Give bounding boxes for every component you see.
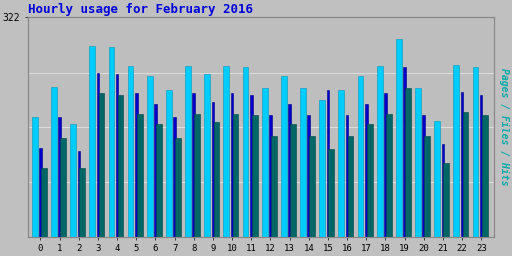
Bar [60, 138, 66, 237]
Bar [232, 114, 239, 237]
Bar [252, 115, 258, 237]
Bar [329, 149, 334, 237]
Bar [415, 88, 421, 237]
Bar [231, 93, 233, 237]
Bar [309, 136, 315, 237]
Bar [434, 121, 440, 237]
Bar [58, 117, 61, 237]
Bar [204, 74, 210, 237]
Bar [327, 131, 329, 237]
Bar [443, 163, 449, 237]
Bar [193, 93, 195, 237]
Bar [77, 151, 80, 237]
Bar [422, 115, 425, 237]
Bar [79, 168, 85, 237]
Bar [135, 93, 138, 237]
Bar [290, 124, 296, 237]
Bar [127, 66, 134, 237]
Bar [70, 124, 76, 237]
Bar [386, 114, 392, 237]
Bar [41, 168, 47, 237]
Bar [319, 100, 325, 237]
Bar [154, 104, 157, 237]
Bar [175, 138, 181, 237]
Bar [396, 39, 402, 237]
Bar [243, 67, 248, 237]
Bar [348, 136, 353, 237]
Bar [367, 124, 373, 237]
Bar [250, 95, 252, 237]
Bar [403, 67, 406, 237]
Bar [137, 114, 143, 237]
Bar [357, 76, 364, 237]
Bar [211, 102, 214, 237]
Y-axis label: Pages / Files / Hits: Pages / Files / Hits [499, 68, 509, 186]
Bar [90, 46, 95, 237]
Bar [473, 67, 478, 237]
Bar [441, 144, 444, 237]
Bar [365, 104, 368, 237]
Bar [327, 90, 329, 131]
Bar [185, 66, 191, 237]
Bar [269, 115, 272, 237]
Bar [174, 117, 176, 237]
Bar [405, 88, 411, 237]
Bar [307, 115, 310, 237]
Bar [424, 136, 430, 237]
Bar [288, 104, 291, 237]
Bar [51, 87, 57, 237]
Bar [461, 92, 463, 237]
Bar [116, 74, 118, 237]
Bar [463, 112, 468, 237]
Bar [166, 90, 172, 237]
Bar [195, 114, 200, 237]
Bar [271, 136, 277, 237]
Bar [118, 95, 123, 237]
Bar [346, 115, 348, 237]
Text: Hourly usage for February 2016: Hourly usage for February 2016 [28, 3, 253, 16]
Bar [454, 65, 459, 237]
Bar [147, 76, 153, 237]
Bar [384, 93, 387, 237]
Bar [300, 88, 306, 237]
Bar [32, 117, 37, 237]
Bar [482, 115, 487, 237]
Bar [39, 148, 42, 237]
Bar [97, 73, 99, 237]
Bar [223, 66, 229, 237]
Bar [262, 88, 268, 237]
Bar [338, 90, 344, 237]
Bar [98, 93, 104, 237]
Bar [281, 76, 287, 237]
Bar [214, 122, 219, 237]
Bar [377, 66, 382, 237]
Bar [480, 95, 482, 237]
Bar [109, 47, 114, 237]
Bar [156, 124, 162, 237]
